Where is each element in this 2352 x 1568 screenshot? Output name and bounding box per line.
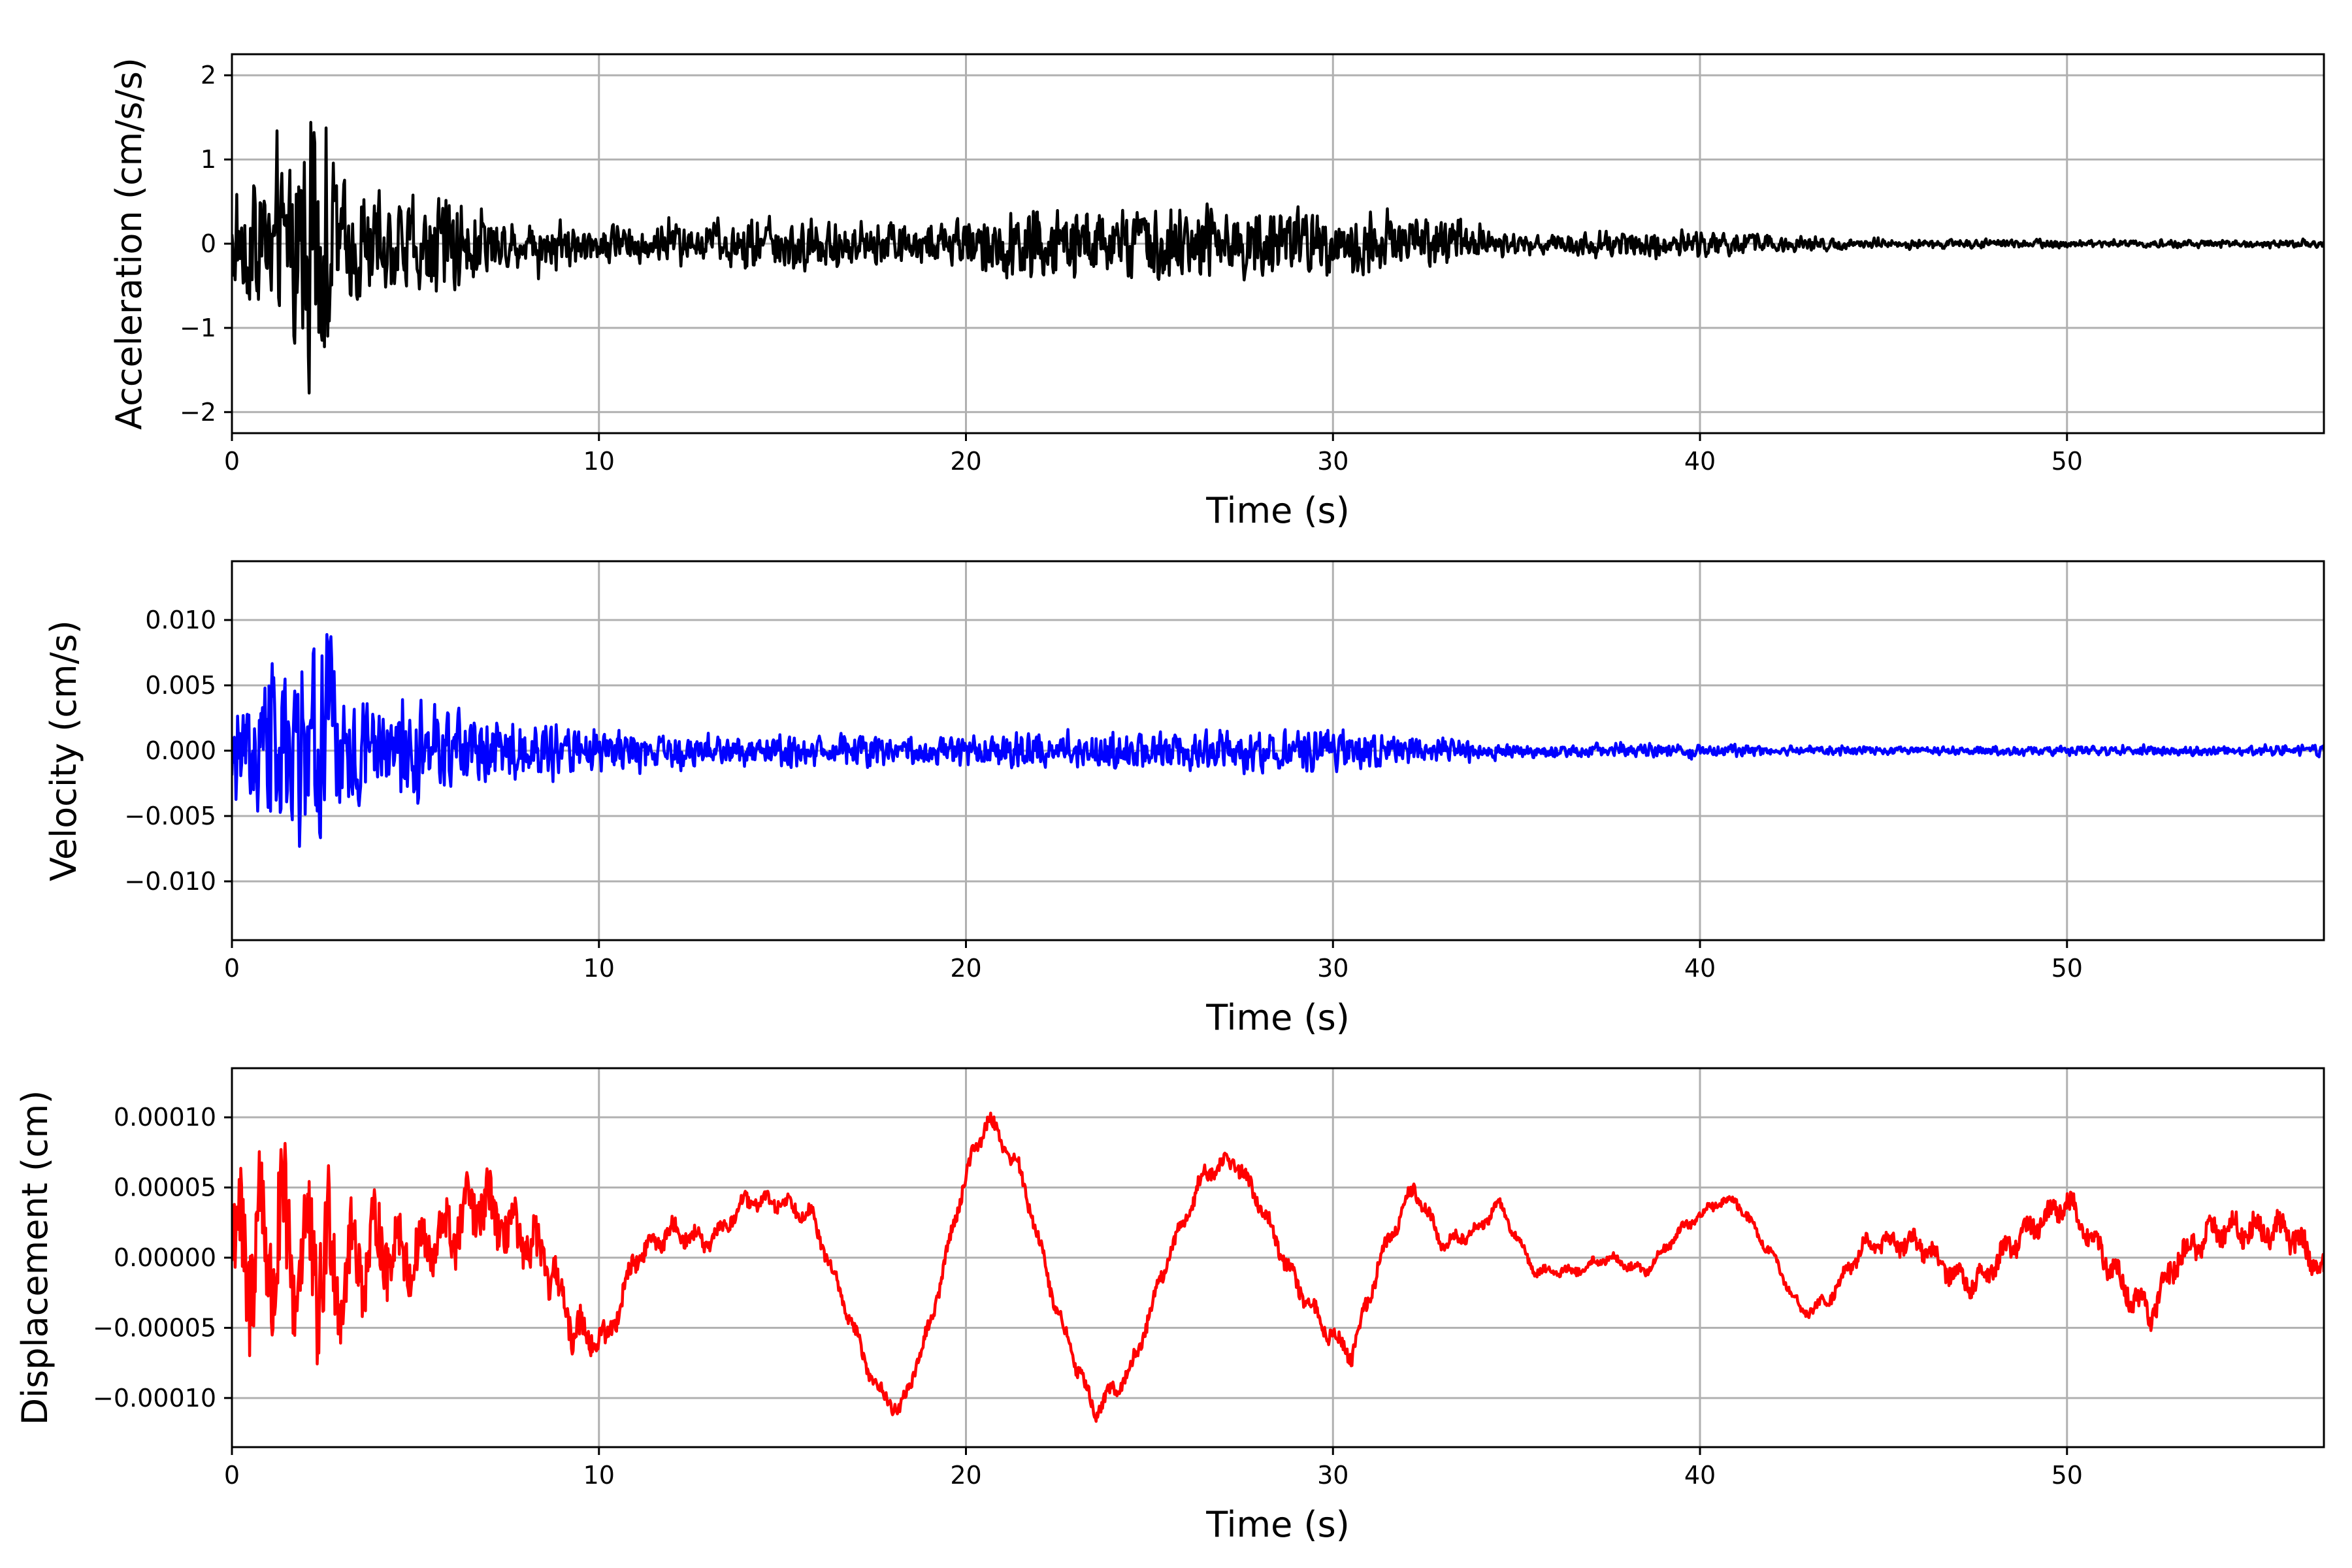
displacement-x-tick-label: 0 xyxy=(224,1461,240,1490)
displacement-series-line xyxy=(232,1111,2324,1423)
displacement-y-tick-label: 0.00000 xyxy=(114,1243,216,1272)
acceleration-x-tick-label: 40 xyxy=(1684,447,1716,476)
velocity-y-tick-label: −0.005 xyxy=(124,802,216,830)
velocity-ticks: 0 10 20 30 40 50 −0.010 −0.005 0.000 0.005 0.010 xyxy=(124,606,2083,983)
displacement-ticks: 0 10 20 30 40 50 −0.00010 −0.00005 0.00000 0.0000… xyxy=(93,1103,2083,1490)
velocity-x-tick-label: 40 xyxy=(1684,954,1716,983)
displacement-y-tick-label: 0.00005 xyxy=(114,1173,216,1202)
velocity-y-tick-label: −0.010 xyxy=(124,867,216,896)
velocity-x-tick-label: 50 xyxy=(2051,954,2083,983)
displacement-grid xyxy=(231,1068,2324,1447)
acceleration-panel: 0 10 20 30 40 50 −2 −1 0 1 2 Time (s) Acceleration… xyxy=(108,53,2325,531)
acceleration-x-tick-label: 30 xyxy=(1317,447,1348,476)
velocity-x-tick-label: 10 xyxy=(583,954,615,983)
acceleration-x-axis-title: Time (s) xyxy=(1205,490,1350,531)
velocity-series-line xyxy=(232,633,2324,848)
displacement-x-tick-label: 40 xyxy=(1684,1461,1716,1490)
displacement-panel: 0 10 20 30 40 50 −0.00010 −0.00005 0.00000 0.0000… xyxy=(14,1067,2325,1545)
acceleration-y-tick-label: 1 xyxy=(201,145,216,174)
acceleration-y-tick-label: −1 xyxy=(180,314,216,342)
displacement-x-tick-label: 20 xyxy=(950,1461,981,1490)
acceleration-x-tick-label: 20 xyxy=(950,447,981,476)
displacement-y-tick-label: −0.00010 xyxy=(93,1384,216,1413)
acceleration-ticks: 0 10 20 30 40 50 −2 −1 0 1 2 xyxy=(180,61,2083,476)
acceleration-y-tick-label: −2 xyxy=(180,398,216,427)
displacement-x-axis-title: Time (s) xyxy=(1205,1504,1350,1545)
acceleration-series-line xyxy=(232,121,2324,395)
velocity-x-tick-label: 30 xyxy=(1317,954,1348,983)
velocity-x-axis-title: Time (s) xyxy=(1205,997,1350,1038)
displacement-x-tick-label: 30 xyxy=(1317,1461,1348,1490)
acceleration-y-tick-label: 0 xyxy=(201,229,216,258)
velocity-y-tick-label: 0.005 xyxy=(145,671,216,700)
displacement-y-tick-label: −0.00005 xyxy=(93,1313,216,1342)
velocity-y-tick-label: 0.010 xyxy=(145,606,216,634)
displacement-y-axis-title: Displacement (cm) xyxy=(14,1090,56,1426)
displacement-x-tick-label: 50 xyxy=(2051,1461,2083,1490)
displacement-x-tick-label: 10 xyxy=(583,1461,615,1490)
velocity-x-tick-label: 0 xyxy=(224,954,240,983)
acceleration-x-tick-label: 10 xyxy=(583,447,615,476)
velocity-y-tick-label: 0.000 xyxy=(145,736,216,765)
velocity-y-axis-title: Velocity (cm/s) xyxy=(43,620,84,881)
displacement-y-tick-label: 0.00010 xyxy=(114,1103,216,1132)
acceleration-y-tick-label: 2 xyxy=(201,61,216,90)
velocity-panel: 0 10 20 30 40 50 −0.010 −0.005 0.000 0.005 0.010 T… xyxy=(43,560,2325,1038)
acceleration-x-tick-label: 50 xyxy=(2051,447,2083,476)
velocity-x-tick-label: 20 xyxy=(950,954,981,983)
acceleration-x-tick-label: 0 xyxy=(224,447,240,476)
acceleration-y-axis-title: Acceleration (cm/s/s) xyxy=(108,57,150,430)
